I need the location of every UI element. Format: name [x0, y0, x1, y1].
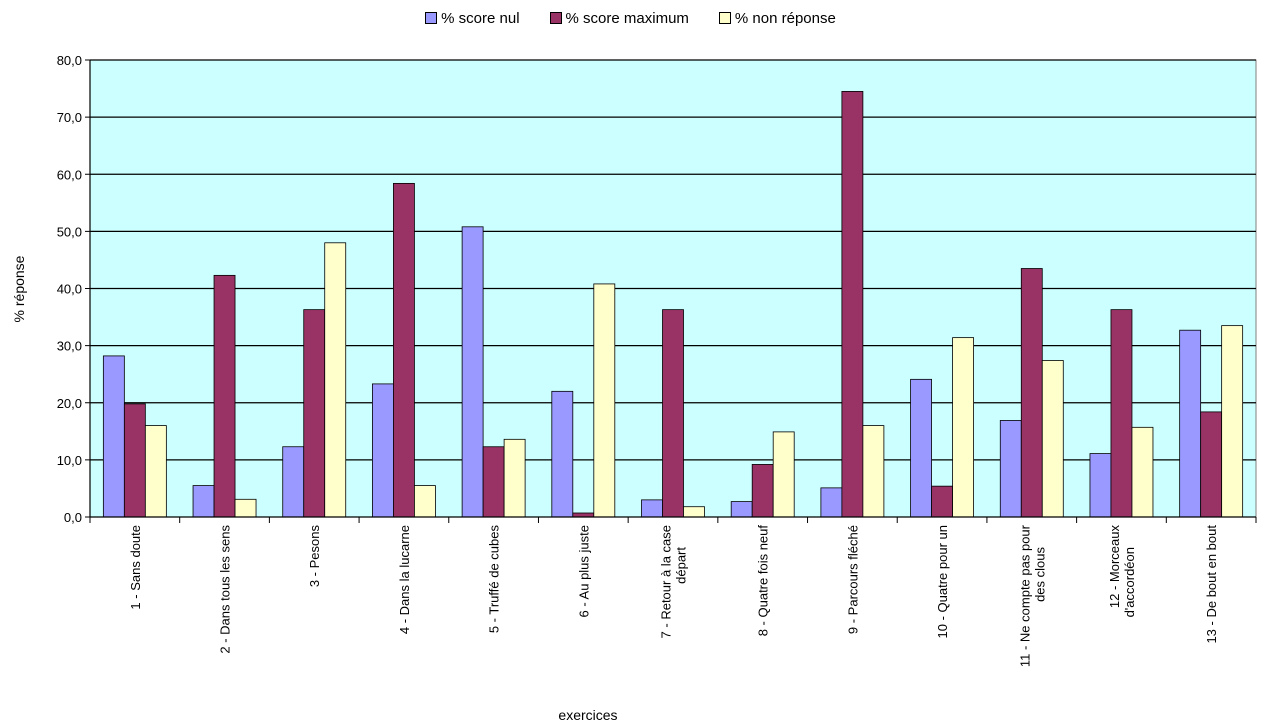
bar [1179, 329, 1202, 518]
bar [1089, 453, 1112, 518]
bar [1200, 411, 1223, 518]
y-tick-label: 0,0 [64, 510, 82, 525]
x-tick-label: 3 - Pesons [307, 525, 322, 588]
y-tick-label: 20,0 [57, 396, 82, 411]
x-tick-label: 4 - Dans la lucarne [397, 525, 412, 634]
bar [482, 446, 505, 518]
bar [393, 182, 415, 518]
bar [1041, 360, 1064, 518]
x-tick-label: 8 - Quatre fois neuf [756, 525, 771, 637]
y-tick-label: 10,0 [57, 453, 82, 468]
bar [144, 425, 167, 518]
x-tick-label: 10 - Quatre pour un [935, 525, 950, 638]
y-tick-labels: 0,0 10,0 20,0 30,0 40,0 50,0 60,0 70,0 80,0 [57, 53, 82, 525]
x-tick-label: 1 - Sans doute [128, 525, 143, 610]
y-tick-label: 80,0 [57, 53, 82, 68]
legend-label-non-reponse: % non réponse [734, 9, 836, 27]
bar [461, 226, 484, 518]
bar [683, 506, 705, 518]
x-tick-label: 2 - Dans tous les sens [218, 525, 233, 654]
bar [841, 91, 864, 518]
bar [234, 498, 257, 518]
bar [551, 390, 574, 518]
x-axis-label: exercices [558, 707, 617, 723]
bar [952, 337, 974, 518]
y-tick-label: 40,0 [57, 282, 82, 297]
bar [662, 309, 684, 518]
x-tick-label: d'accordéon [1122, 547, 1137, 617]
bar [641, 499, 663, 518]
bar [751, 464, 774, 518]
x-tick-label: des clous [1032, 547, 1047, 602]
x-tick-label: 6 - Au plus juste [576, 525, 591, 618]
legend-item-score-nul: % score nul [425, 9, 520, 27]
bar [282, 446, 305, 518]
bar [324, 242, 347, 518]
legend-label-score-nul: % score nul [441, 9, 520, 27]
x-tick-label: départ [674, 547, 689, 584]
bar [192, 485, 215, 518]
legend-label-score-maximum: % score maximum [565, 9, 689, 27]
axes [85, 59, 1257, 523]
chart-legend: % score nul % score maximum % non répons… [0, 6, 1261, 30]
bar [303, 309, 326, 518]
bar [123, 403, 146, 518]
x-tick-label: 12 - Morceaux [1107, 525, 1122, 609]
bar [862, 425, 885, 518]
bar [772, 431, 795, 518]
bar [414, 485, 436, 518]
bars [102, 91, 1244, 518]
x-tick-label: 11 - Ne compte pas pour [1017, 524, 1032, 667]
legend-swatch-score-nul [425, 12, 438, 24]
y-tick-label: 70,0 [57, 110, 82, 125]
bar [730, 501, 753, 518]
bar [213, 274, 236, 518]
x-tick-label: 7 - Retour à la case [659, 525, 674, 638]
x-tick-label: 9 - Parcours fléché [845, 525, 860, 634]
bar [372, 383, 394, 518]
bar [931, 485, 953, 518]
bar [1221, 325, 1244, 518]
x-tick-labels: 1 - Sans doute 2 - Dans tous les sens 3 - … [128, 524, 1219, 667]
bar [1131, 426, 1154, 518]
legend-swatch-non-reponse [718, 12, 731, 24]
bar [1020, 268, 1043, 518]
bar [593, 283, 616, 518]
bar [1110, 309, 1133, 518]
x-tick-label: 5 - Truffé de cubes [487, 525, 502, 634]
bar [102, 355, 125, 518]
x-tick-label: 13 - De bout en bout [1204, 525, 1219, 644]
y-tick-label: 60,0 [57, 167, 82, 182]
bar [910, 378, 932, 518]
bar [999, 420, 1022, 518]
y-tick-label: 30,0 [57, 339, 82, 354]
legend-item-non-reponse: % non réponse [718, 9, 836, 27]
y-axis-label: % réponse [11, 255, 27, 322]
bar [503, 438, 526, 518]
legend-swatch-score-maximum [549, 12, 562, 24]
legend-item-score-maximum: % score maximum [549, 9, 689, 27]
y-tick-label: 50,0 [57, 224, 82, 239]
bar [820, 487, 843, 518]
